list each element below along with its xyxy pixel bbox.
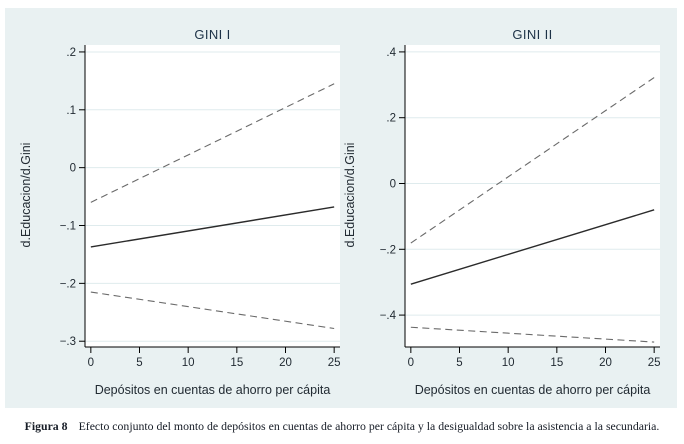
- svg-text:−.4: −.4: [380, 310, 397, 322]
- figure-caption: Figura 8 Efecto conjunto del monto de dep…: [0, 419, 684, 434]
- svg-text:.2: .2: [66, 47, 76, 59]
- plot-area-gini-ii: .4 .2 0 −.2 −.4 0 5 10 15 20 25: [380, 45, 661, 369]
- panel-title: GINI II: [512, 27, 553, 42]
- panel-gini-ii: .4 .2 0 −.2 −.4 0 5 10 15 20 25 GINI II d.Educacio…: [341, 8, 677, 408]
- svg-text:.1: .1: [66, 105, 76, 117]
- plot-area-gini-i: .2 .1 0 −.1 −.2 −.3 0 5 10 15 20 25: [60, 45, 341, 369]
- x-axis-label: Depósitos en cuentas de ahorro per cápit…: [94, 383, 331, 397]
- svg-text:15: 15: [550, 357, 563, 369]
- svg-text:.4: .4: [386, 47, 396, 59]
- svg-text:0: 0: [408, 357, 414, 369]
- panel-title: GINI I: [194, 27, 231, 42]
- svg-text:20: 20: [279, 357, 292, 369]
- caption-text: Efecto conjunto del monto de depósitos e…: [78, 419, 660, 433]
- svg-text:−.2: −.2: [380, 244, 396, 256]
- svg-text:0: 0: [88, 357, 94, 369]
- caption-label: Figura 8: [24, 419, 68, 433]
- svg-text:−.3: −.3: [60, 336, 76, 348]
- svg-text:−.1: −.1: [60, 221, 76, 233]
- y-axis-label: d.Educacion/d.Gini: [19, 142, 33, 248]
- svg-text:25: 25: [648, 357, 661, 369]
- svg-text:10: 10: [182, 357, 195, 369]
- svg-text:.2: .2: [386, 113, 396, 125]
- svg-text:0: 0: [390, 178, 396, 190]
- graph-region: .2 .1 0 −.1 −.2 −.3 0 5 10 15 20 25 GINI I d.Educac…: [5, 8, 677, 408]
- svg-text:5: 5: [136, 357, 142, 369]
- y-axis-label: d.Educacion/d.Gini: [343, 142, 357, 248]
- panel-gini-i: .2 .1 0 −.1 −.2 −.3 0 5 10 15 20 25 GINI I d.Educac…: [5, 8, 341, 408]
- svg-text:10: 10: [502, 357, 515, 369]
- svg-text:0: 0: [70, 163, 76, 175]
- svg-text:25: 25: [328, 357, 341, 369]
- svg-text:20: 20: [599, 357, 612, 369]
- svg-text:−.2: −.2: [60, 278, 76, 290]
- x-axis-label: Depósitos en cuentas de ahorro per cápit…: [414, 383, 651, 397]
- svg-text:15: 15: [230, 357, 243, 369]
- svg-text:5: 5: [456, 357, 462, 369]
